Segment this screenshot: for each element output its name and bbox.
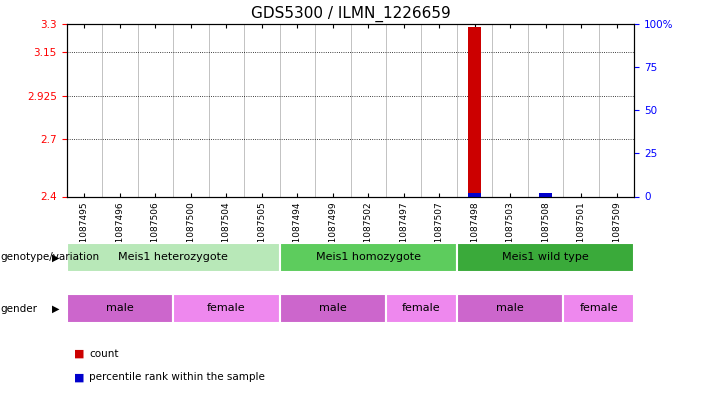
- Text: Meis1 heterozygote: Meis1 heterozygote: [118, 252, 228, 262]
- Text: count: count: [89, 349, 118, 359]
- Bar: [564, 294, 634, 323]
- Bar: [457, 243, 634, 272]
- Text: male: male: [496, 303, 524, 313]
- Bar: [457, 294, 564, 323]
- Text: male: male: [106, 303, 134, 313]
- Text: Meis1 homozygote: Meis1 homozygote: [315, 252, 421, 262]
- Text: female: female: [402, 303, 441, 313]
- Bar: [280, 294, 386, 323]
- Bar: [540, 193, 552, 196]
- Bar: [468, 28, 481, 196]
- Text: gender: gender: [1, 303, 38, 314]
- Text: ▶: ▶: [53, 252, 60, 263]
- Bar: [173, 294, 280, 323]
- Text: male: male: [319, 303, 346, 313]
- Bar: [386, 294, 457, 323]
- Text: ■: ■: [74, 372, 84, 382]
- Title: GDS5300 / ILMN_1226659: GDS5300 / ILMN_1226659: [251, 6, 450, 22]
- Text: genotype/variation: genotype/variation: [1, 252, 100, 263]
- Text: ■: ■: [74, 349, 84, 359]
- Bar: [280, 243, 457, 272]
- Text: female: female: [580, 303, 618, 313]
- Bar: [67, 243, 280, 272]
- Text: ▶: ▶: [53, 303, 60, 314]
- Bar: [468, 193, 481, 196]
- Text: female: female: [207, 303, 245, 313]
- Text: Meis1 wild type: Meis1 wild type: [503, 252, 589, 262]
- Text: percentile rank within the sample: percentile rank within the sample: [89, 372, 265, 382]
- Bar: [67, 294, 173, 323]
